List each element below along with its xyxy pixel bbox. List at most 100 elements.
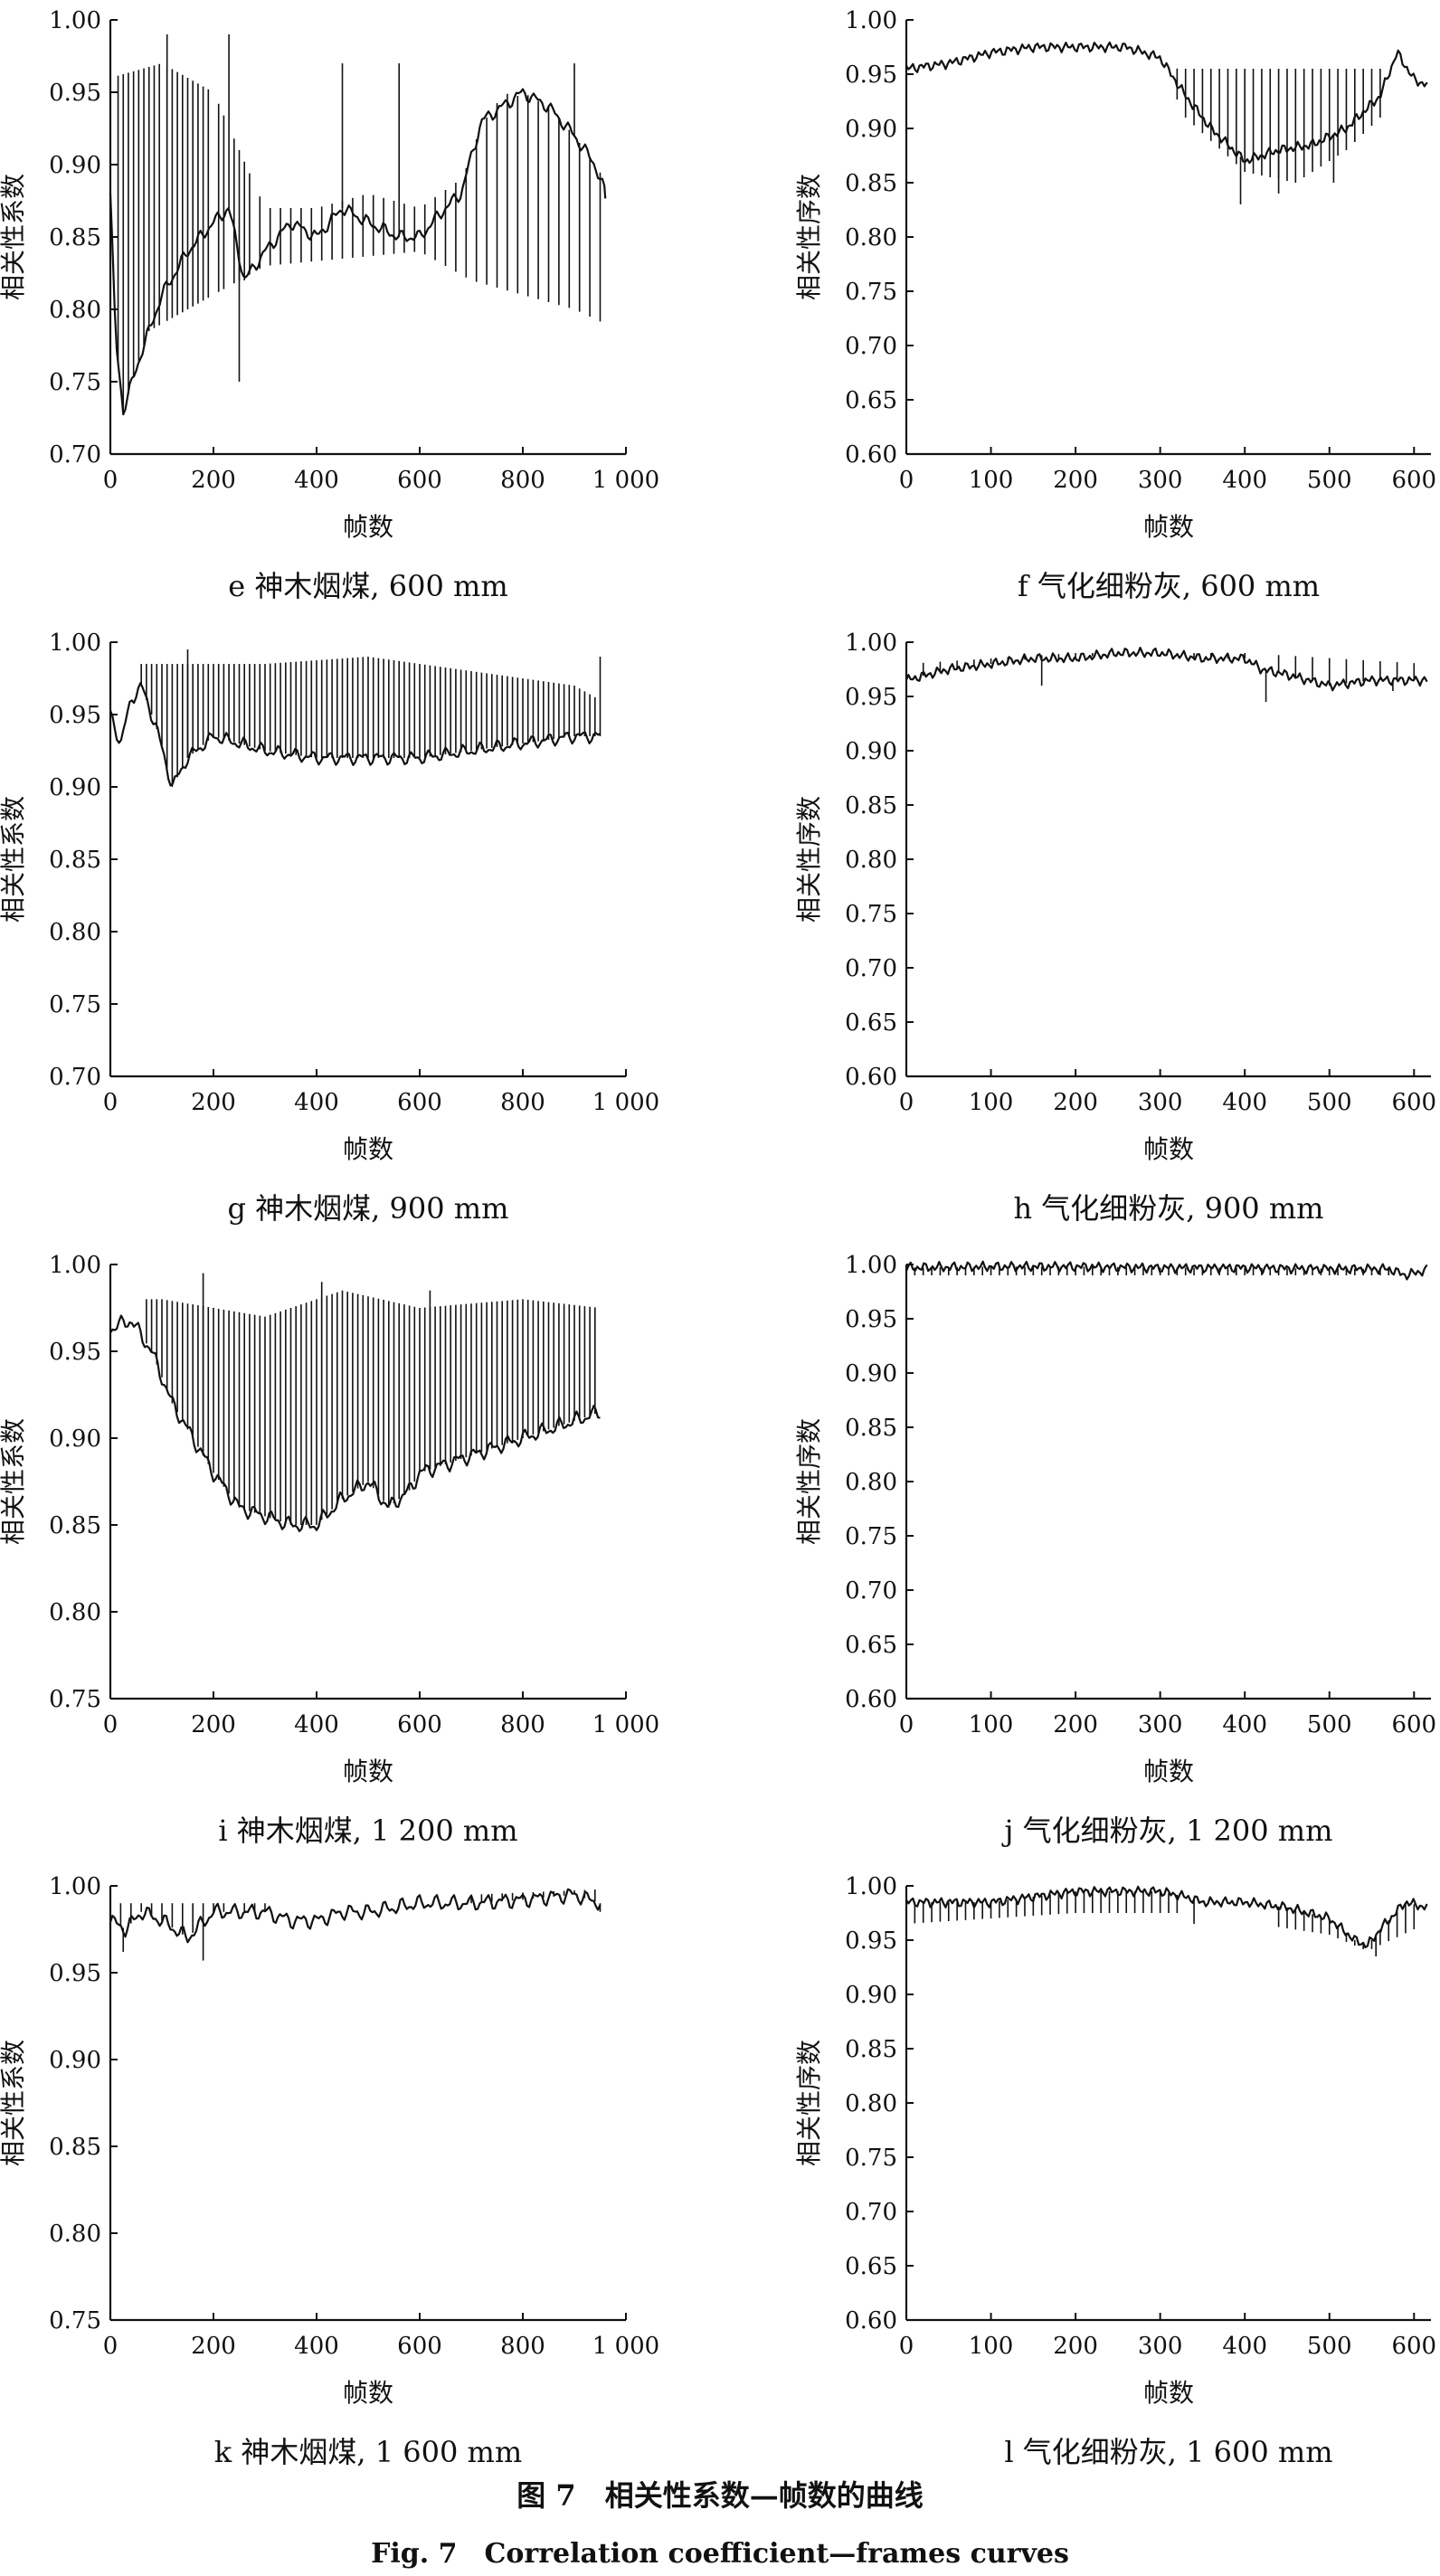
x-tick-label: 500: [1307, 2333, 1352, 2360]
panel-caption: f 气化细粉灰, 600 mm: [1018, 569, 1320, 603]
x-tick-label: 200: [1053, 1711, 1098, 1738]
y-tick-label: 0.80: [845, 2090, 897, 2117]
y-tick-label: 0.70: [845, 955, 897, 982]
y-tick-label: 0.95: [845, 1927, 897, 1955]
x-tick-label: 0: [103, 1711, 118, 1738]
y-tick-label: 0.90: [845, 116, 897, 143]
series-line: [905, 647, 1428, 692]
y-tick-label: 0.90: [49, 1425, 101, 1453]
y-axis-title: 相关性序数: [794, 2040, 824, 2166]
chart-panel: 0.70 0.75 0.80 0.85 0.90 0.95 1.00 0 200 400 600 80…: [0, 630, 659, 1226]
y-tick-label: 0.75: [845, 1523, 897, 1550]
x-tick-label: 800: [500, 1089, 545, 1116]
y-axis-title: 相关性序数: [794, 174, 824, 300]
x-tick-label: 400: [294, 2333, 339, 2360]
y-tick-label: 1.00: [845, 1252, 897, 1279]
y-axis-title: 相关性系数: [0, 2040, 28, 2166]
y-axis-title: 相关性系数: [0, 796, 28, 923]
x-tick-label: 1 000: [592, 467, 659, 494]
x-tick-label: 100: [969, 1711, 1014, 1738]
panel-caption: l 气化细粉灰, 1 600 mm: [1004, 2435, 1332, 2469]
y-tick-label: 1.00: [49, 1873, 101, 1900]
series-line: [905, 1260, 1428, 1281]
x-tick-label: 400: [1222, 467, 1267, 494]
y-tick-label: 0.95: [49, 80, 101, 107]
x-tick-label: 0: [899, 2333, 914, 2360]
x-axis-title: 帧数: [343, 1134, 393, 1164]
series-line: [109, 682, 601, 787]
x-axis-title: 帧数: [1143, 2378, 1194, 2408]
y-axis-title: 相关性系数: [0, 174, 28, 300]
y-tick-label: 0.95: [845, 684, 897, 711]
x-axis-title: 帧数: [1143, 1134, 1194, 1164]
y-tick-label: 0.65: [845, 1009, 897, 1037]
y-tick-label: 0.95: [845, 62, 897, 89]
x-tick-label: 200: [191, 2333, 236, 2360]
x-tick-label: 500: [1307, 1711, 1352, 1738]
y-tick-label: 0.65: [845, 387, 897, 414]
x-axis-title: 帧数: [1143, 512, 1194, 542]
y-tick-label: 0.85: [49, 847, 101, 874]
y-tick-label: 0.90: [845, 1982, 897, 2009]
x-tick-label: 400: [1222, 1711, 1267, 1738]
panel-caption: i 神木烟煤, 1 200 mm: [218, 1814, 517, 1848]
chart-panel: 0.75 0.80 0.85 0.90 0.95 1.00 0 200 400 600 800 1 0…: [0, 1873, 659, 2469]
x-axis-title: 帧数: [343, 512, 393, 542]
figure-title-en: Fig. 7 Correlation coefficient—frames cu…: [371, 2538, 1069, 2570]
x-tick-label: 0: [103, 1089, 118, 1116]
y-axis-title: 相关性序数: [794, 1418, 824, 1545]
x-tick-label: 1 000: [592, 1089, 659, 1116]
y-tick-label: 0.65: [845, 1632, 897, 1659]
y-tick-label: 0.85: [845, 170, 897, 197]
panels-group: 0.70 0.75 0.80 0.85 0.90 0.95 1.00 0 200 400 600 80…: [0, 7, 1436, 2469]
y-tick-label: 0.95: [49, 1339, 101, 1366]
y-tick-label: 0.80: [49, 919, 101, 946]
y-tick-label: 0.95: [49, 1960, 101, 1987]
y-axis-title: 相关性序数: [794, 796, 824, 923]
x-tick-label: 100: [969, 467, 1014, 494]
y-tick-label: 0.75: [49, 1686, 101, 1713]
y-tick-label: 0.70: [49, 441, 101, 469]
x-tick-label: 400: [1222, 2333, 1267, 2360]
series-line: [905, 41, 1428, 165]
series-line: [109, 88, 607, 416]
y-tick-label: 0.75: [845, 901, 897, 928]
x-tick-label: 0: [899, 467, 914, 494]
x-tick-label: 200: [1053, 1089, 1098, 1116]
y-tick-label: 0.85: [49, 2134, 101, 2161]
y-tick-label: 0.70: [845, 1577, 897, 1605]
y-tick-label: 0.75: [845, 2145, 897, 2172]
y-tick-label: 0.70: [845, 333, 897, 360]
chart-panel: 0.60 0.65 0.70 0.75 0.80 0.85 0.90 0.95 1.00 0 100…: [794, 1252, 1436, 1848]
series-line: [109, 1314, 601, 1532]
y-tick-label: 0.95: [49, 702, 101, 729]
y-tick-label: 0.90: [49, 2047, 101, 2074]
x-tick-label: 300: [1138, 1711, 1183, 1738]
x-axis-title: 帧数: [343, 2378, 393, 2408]
y-tick-label: 0.90: [49, 152, 101, 179]
x-tick-label: 200: [191, 1711, 236, 1738]
figure-title-cn: 图 7 相关性系数—帧数的曲线: [516, 2478, 923, 2513]
chart-panel: 0.60 0.65 0.70 0.75 0.80 0.85 0.90 0.95 1.00 0 100…: [794, 1873, 1436, 2469]
x-tick-label: 200: [1053, 467, 1098, 494]
panel-caption: j 气化细粉灰, 1 200 mm: [1001, 1814, 1333, 1848]
x-tick-label: 1 000: [592, 1711, 659, 1738]
y-tick-label: 0.60: [845, 1064, 897, 1091]
panel-caption: k 神木烟煤, 1 600 mm: [214, 2435, 522, 2469]
y-tick-label: 0.85: [845, 1415, 897, 1442]
panel-caption: g 神木烟煤, 900 mm: [228, 1191, 509, 1226]
y-tick-label: 0.60: [845, 2307, 897, 2334]
series-line: [109, 1888, 602, 1944]
x-tick-label: 400: [294, 1089, 339, 1116]
y-tick-label: 0.85: [49, 1512, 101, 1539]
y-tick-label: 0.80: [49, 297, 101, 324]
y-tick-label: 0.75: [49, 2307, 101, 2334]
chart-panel: 0.70 0.75 0.80 0.85 0.90 0.95 1.00 0 200 400 600 80…: [0, 7, 659, 603]
x-tick-label: 100: [969, 1089, 1014, 1116]
y-tick-label: 0.80: [845, 1469, 897, 1496]
x-tick-label: 600: [1391, 2333, 1436, 2360]
y-tick-label: 0.90: [845, 738, 897, 765]
y-tick-label: 0.80: [845, 847, 897, 874]
x-tick-label: 500: [1307, 467, 1352, 494]
